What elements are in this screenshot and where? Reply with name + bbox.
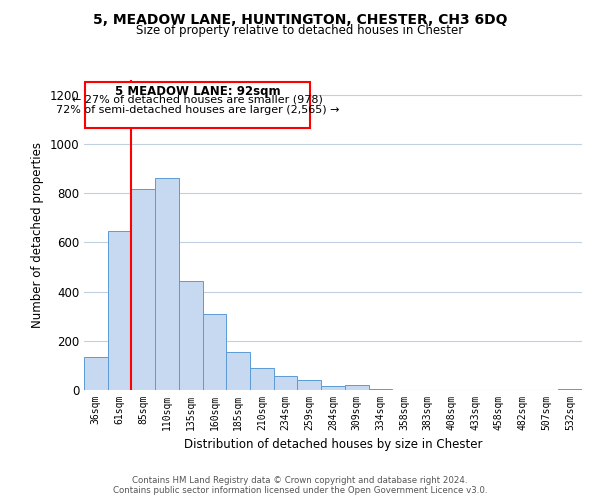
Bar: [155, 178, 179, 390]
Text: ← 27% of detached houses are smaller (978): ← 27% of detached houses are smaller (97…: [72, 95, 323, 105]
Bar: [131, 190, 155, 390]
Bar: [298, 380, 321, 390]
Bar: [179, 280, 203, 390]
Bar: [558, 389, 582, 390]
Text: Contains HM Land Registry data © Crown copyright and database right 2024.: Contains HM Land Registry data © Crown c…: [132, 476, 468, 485]
Bar: [368, 389, 392, 390]
Bar: [84, 357, 108, 390]
Text: 72% of semi-detached houses are larger (2,565) →: 72% of semi-detached houses are larger (…: [56, 104, 339, 115]
Text: 5, MEADOW LANE, HUNTINGTON, CHESTER, CH3 6DQ: 5, MEADOW LANE, HUNTINGTON, CHESTER, CH3…: [93, 12, 507, 26]
Bar: [226, 352, 250, 390]
FancyBboxPatch shape: [85, 82, 310, 128]
X-axis label: Distribution of detached houses by size in Chester: Distribution of detached houses by size …: [184, 438, 482, 452]
Text: Contains public sector information licensed under the Open Government Licence v3: Contains public sector information licen…: [113, 486, 487, 495]
Text: 5 MEADOW LANE: 92sqm: 5 MEADOW LANE: 92sqm: [115, 85, 280, 98]
Bar: [250, 368, 274, 390]
Bar: [203, 314, 226, 390]
Text: Size of property relative to detached houses in Chester: Size of property relative to detached ho…: [136, 24, 464, 37]
Y-axis label: Number of detached properties: Number of detached properties: [31, 142, 44, 328]
Bar: [321, 386, 345, 390]
Bar: [108, 232, 131, 390]
Bar: [345, 385, 368, 390]
Bar: [274, 376, 298, 390]
